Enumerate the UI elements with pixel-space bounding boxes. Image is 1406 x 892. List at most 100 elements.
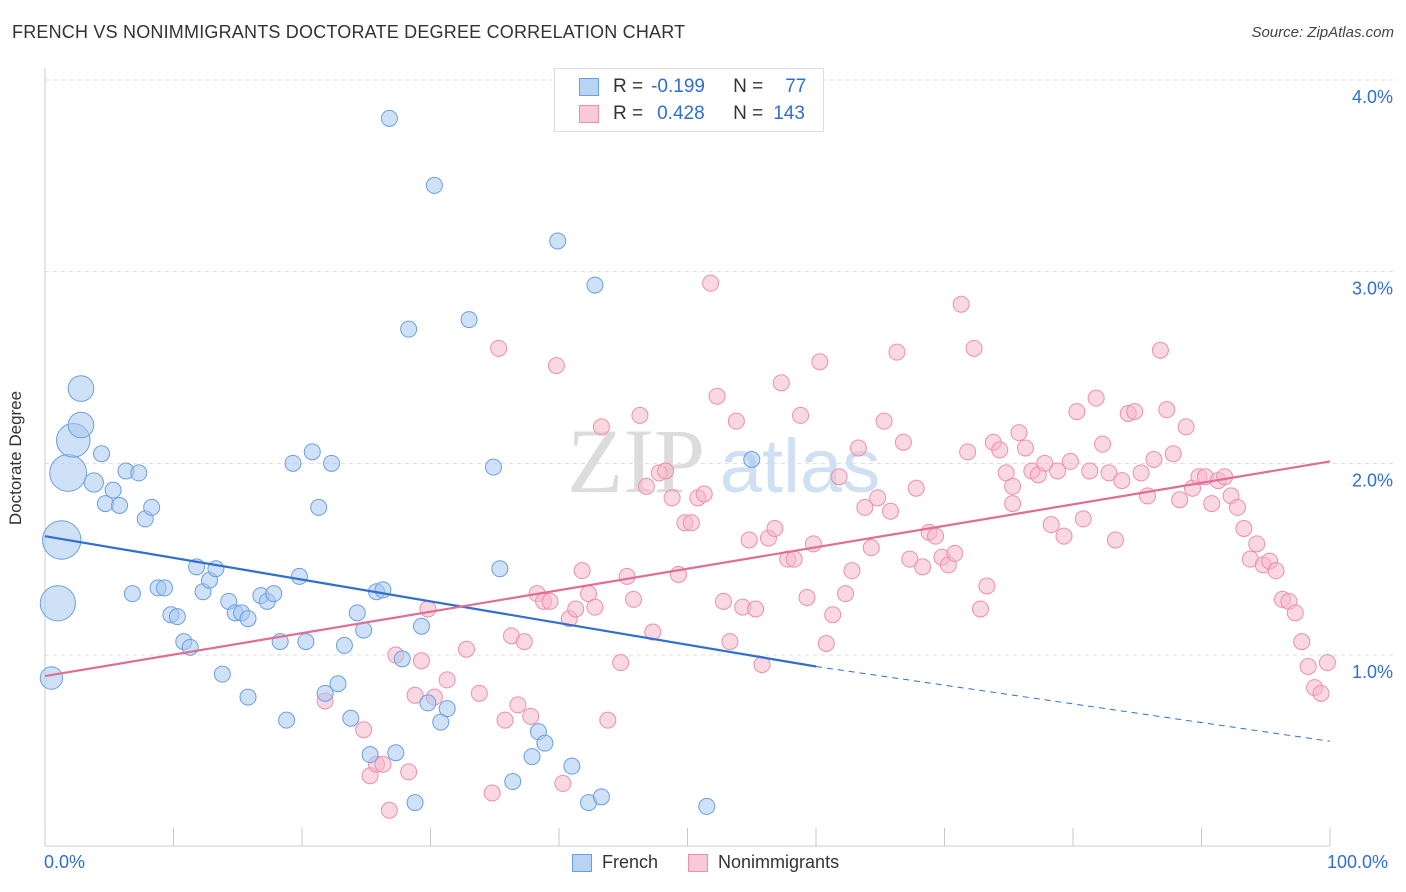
french-point xyxy=(213,665,231,683)
nonimmigrants-point xyxy=(959,443,977,461)
french-point xyxy=(491,560,509,578)
x-tick-label-min: 0.0% xyxy=(44,852,86,872)
nonimmigrants-point xyxy=(1068,403,1086,421)
french-point xyxy=(563,757,581,775)
nonimmigrants-legend-swatch xyxy=(688,853,709,872)
french-point xyxy=(290,567,308,585)
nonimmigrants-point xyxy=(695,485,713,503)
nonimmigrants-point xyxy=(1049,462,1067,480)
nonimmigrants-point xyxy=(1094,435,1112,453)
nonimmigrants-point xyxy=(618,567,636,585)
french-point xyxy=(348,604,366,622)
y-tick-label: 1.0% xyxy=(1352,662,1393,682)
nonimmigrants-point xyxy=(830,468,848,486)
nonimmigrants-point xyxy=(554,774,572,792)
nonimmigrants-point xyxy=(1203,495,1221,513)
french-point xyxy=(536,734,554,752)
nonimmigrants-point xyxy=(708,387,726,405)
legend-n-label: N = xyxy=(733,76,764,97)
nonimmigrants-point xyxy=(927,527,945,545)
nonimmigrants-point xyxy=(1042,516,1060,534)
axes xyxy=(44,68,1331,847)
french-point xyxy=(239,610,257,628)
nonimmigrants-trend-line xyxy=(44,460,1331,678)
nonimmigrants-point xyxy=(457,640,475,658)
nonimmigrants-point xyxy=(875,412,893,430)
nonimmigrants-point xyxy=(515,633,533,651)
nonimmigrants-point xyxy=(1074,510,1092,528)
french-legend-swatch xyxy=(572,853,592,872)
nonimmigrants-point xyxy=(1132,464,1150,482)
french-point xyxy=(123,585,141,603)
y-tick-label: 2.0% xyxy=(1352,470,1393,490)
nonimmigrants-point xyxy=(1286,604,1304,622)
nonimmigrants-point xyxy=(747,600,765,618)
legend-item-nonimmigrants[interactable]: Nonimmigrants xyxy=(688,852,839,873)
nonimmigrants-point xyxy=(1293,633,1311,651)
legend-n-value-french: 77 xyxy=(785,76,807,97)
nonimmigrants-point xyxy=(631,406,649,424)
nonimmigrants-point xyxy=(612,654,630,672)
nonimmigrants-point xyxy=(1113,472,1131,490)
french-point xyxy=(393,650,411,668)
nonimmigrants-point xyxy=(1145,451,1163,468)
nonimmigrants-point xyxy=(798,589,816,606)
series-legend: French Nonimmigrants xyxy=(572,852,869,873)
nonimmigrants-point xyxy=(509,696,527,714)
nonimmigrants-point xyxy=(1177,418,1195,436)
nonimmigrants-point xyxy=(740,531,758,549)
nonimmigrants-point xyxy=(1081,462,1099,480)
nonimmigrants-point xyxy=(1010,424,1028,442)
y-tick-labels: 1.0% 2.0% 3.0% 4.0% xyxy=(1352,87,1393,682)
y-tick-label: 4.0% xyxy=(1352,87,1393,107)
nonimmigrants-point xyxy=(965,339,983,357)
nonimmigrants-point xyxy=(1016,439,1034,457)
french-point xyxy=(67,375,95,402)
french-point xyxy=(549,232,567,250)
french-point xyxy=(400,320,418,338)
nonimmigrants-point xyxy=(573,562,591,580)
legend-r-value-nonimmigrants: 0.428 xyxy=(657,103,705,124)
nonimmigrants-point xyxy=(856,498,874,516)
french-point xyxy=(49,454,88,492)
nonimmigrants-point xyxy=(1228,498,1246,516)
nonimmigrants-point xyxy=(406,686,424,704)
nonimmigrants-point xyxy=(772,374,790,392)
nonimmigrants-point xyxy=(1126,403,1144,421)
nonimmigrants-point xyxy=(438,671,456,689)
nonimmigrants-point xyxy=(1087,389,1105,407)
nonimmigrants-point xyxy=(907,479,925,497)
french-point xyxy=(278,711,296,729)
french-point xyxy=(592,788,610,806)
french-point xyxy=(83,472,104,493)
nonimmigrants-point xyxy=(869,489,887,507)
x-tick-label-max: 100.0% xyxy=(1327,852,1389,872)
grid-lines xyxy=(45,79,1395,656)
french-point xyxy=(406,794,424,812)
legend-item-french[interactable]: French xyxy=(572,852,658,873)
french-point xyxy=(303,443,321,461)
nonimmigrants-point xyxy=(1235,520,1253,537)
nonimmigrants-point xyxy=(946,544,964,562)
nonimmigrants-point xyxy=(400,763,418,781)
nonimmigrants-point xyxy=(914,558,932,576)
legend-r-label: R = xyxy=(613,76,644,97)
nonimmigrants-point xyxy=(991,441,1009,459)
french-point xyxy=(523,748,541,766)
nonimmigrants-point xyxy=(1158,401,1176,419)
french-point xyxy=(484,458,502,476)
french-point xyxy=(310,498,328,516)
nonimmigrants-point xyxy=(837,585,855,603)
nonimmigrants-point xyxy=(374,755,392,773)
nonimmigrants-point xyxy=(811,353,829,371)
nonimmigrants-points xyxy=(316,274,1336,819)
nonimmigrants-point xyxy=(567,600,585,618)
nonimmigrants-point xyxy=(541,592,559,610)
nonimmigrants-point xyxy=(483,784,501,802)
nonimmigrants-point xyxy=(1036,454,1054,472)
correlation-legend: R = -0.199 N = 77 R = 0.428 N = 143 xyxy=(554,68,824,132)
legend-label-french: French xyxy=(602,852,659,872)
nonimmigrants-point xyxy=(1106,531,1124,549)
nonimmigrants-point xyxy=(413,652,431,670)
french-point xyxy=(698,797,716,815)
